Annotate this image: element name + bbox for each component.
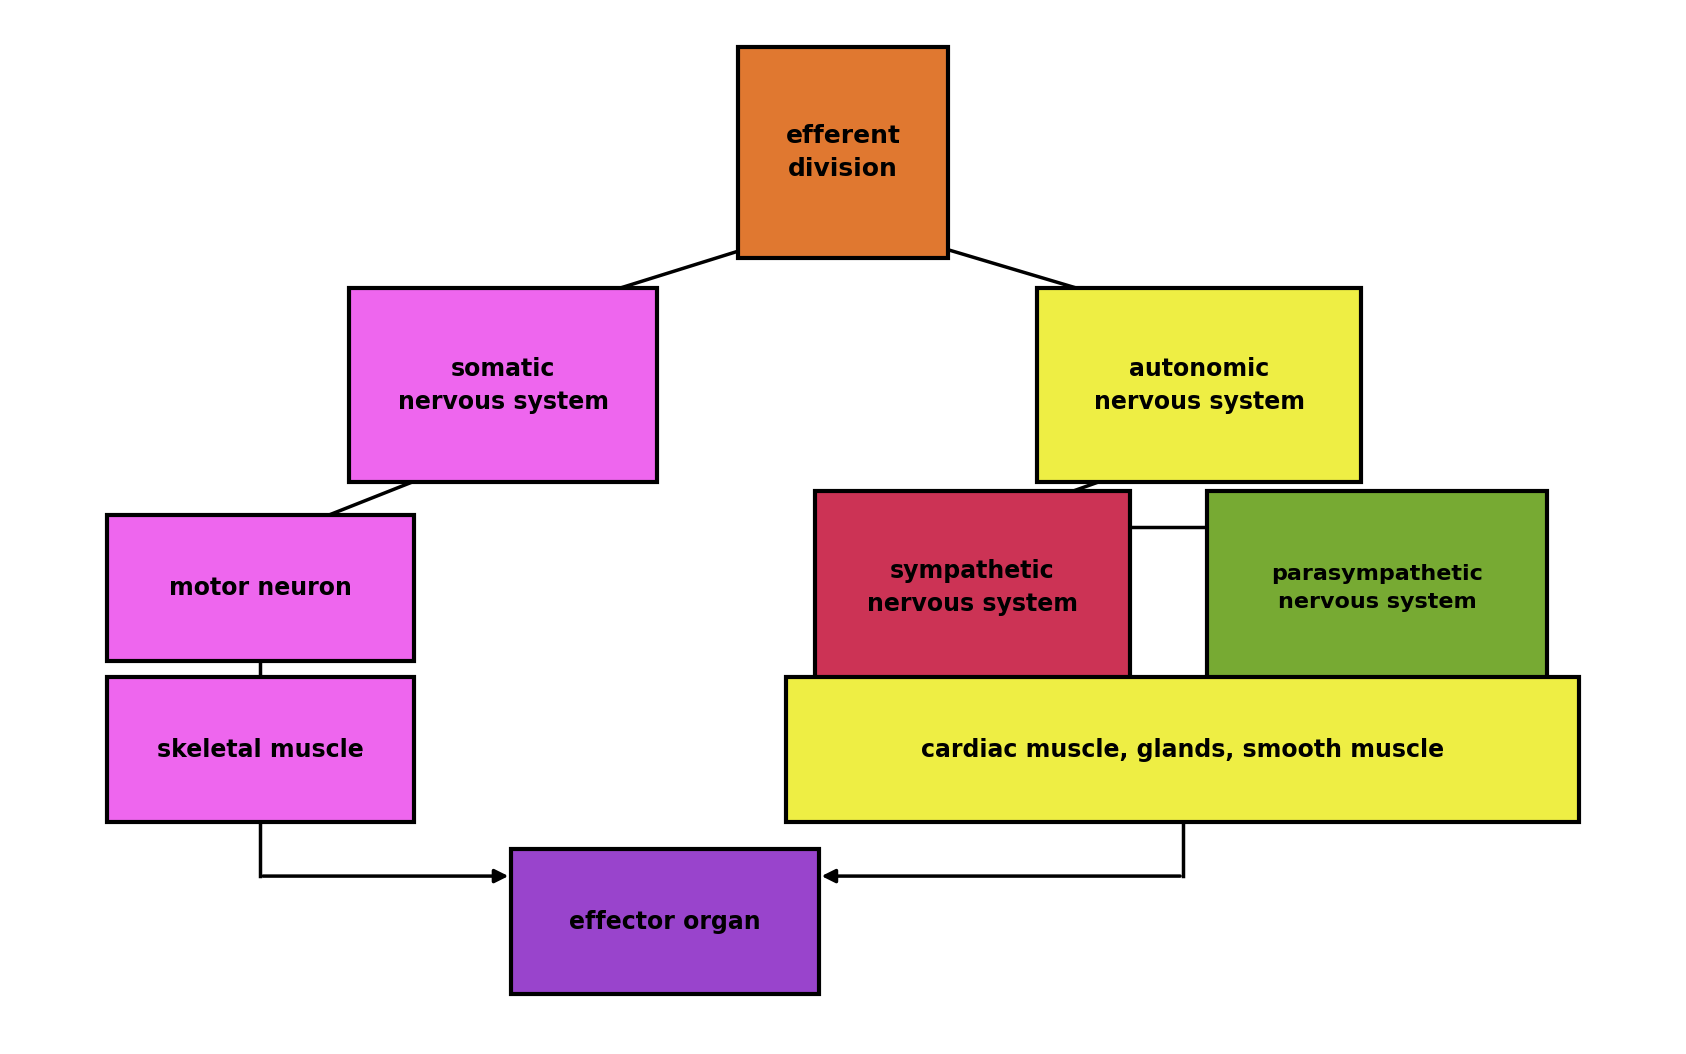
FancyBboxPatch shape <box>814 490 1130 685</box>
Text: efferent
division: efferent division <box>786 124 900 181</box>
Text: sympathetic
nervous system: sympathetic nervous system <box>867 559 1077 617</box>
FancyBboxPatch shape <box>511 848 819 995</box>
FancyBboxPatch shape <box>106 514 415 661</box>
Text: motor neuron: motor neuron <box>169 575 352 600</box>
FancyBboxPatch shape <box>349 288 658 483</box>
FancyBboxPatch shape <box>1037 288 1361 483</box>
FancyBboxPatch shape <box>106 677 415 822</box>
Text: cardiac muscle, glands, smooth muscle: cardiac muscle, glands, smooth muscle <box>921 738 1445 762</box>
FancyBboxPatch shape <box>738 47 948 258</box>
Text: somatic
nervous system: somatic nervous system <box>398 356 609 414</box>
Text: autonomic
nervous system: autonomic nervous system <box>1094 356 1305 414</box>
FancyBboxPatch shape <box>786 677 1580 822</box>
Text: skeletal muscle: skeletal muscle <box>157 738 364 762</box>
Text: parasympathetic
nervous system: parasympathetic nervous system <box>1271 564 1484 611</box>
FancyBboxPatch shape <box>1207 490 1548 685</box>
Text: effector organ: effector organ <box>570 910 760 934</box>
